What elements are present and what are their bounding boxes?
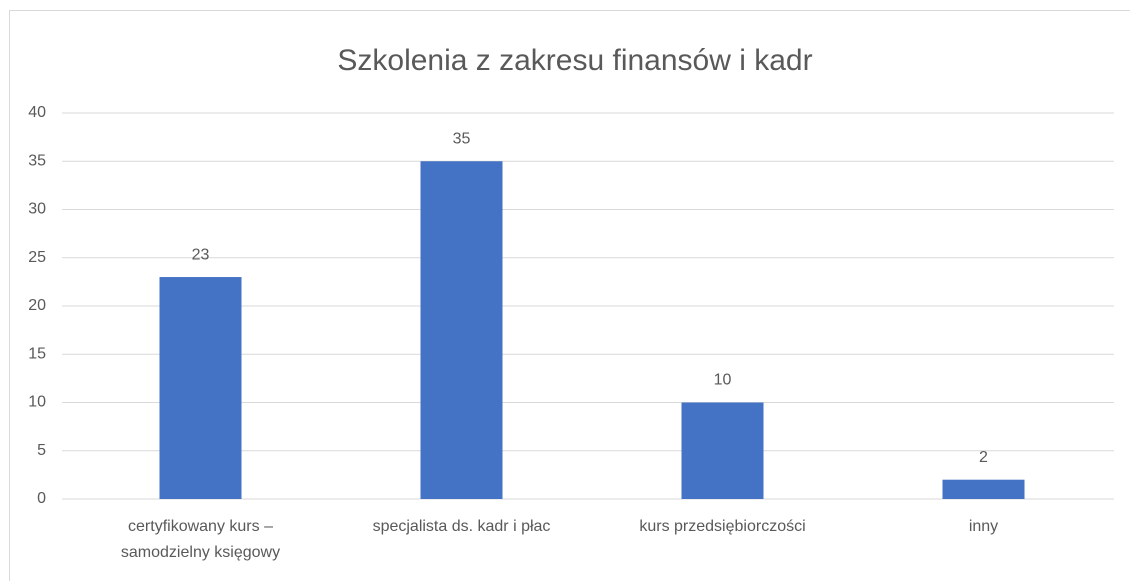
x-tick-label: kurs przedsiębiorczości	[639, 518, 806, 535]
y-tick-label: 10	[28, 394, 46, 411]
y-tick-label: 35	[28, 152, 46, 169]
y-tick-label: 25	[28, 249, 46, 266]
x-tick-label: inny	[968, 518, 999, 535]
x-tick-label: specjalista ds. kadr i płac	[372, 518, 551, 535]
data-label: 10	[714, 372, 732, 389]
chart-title: Szkolenia z zakresu finansów i kadr	[337, 44, 812, 77]
data-label: 23	[192, 246, 210, 263]
x-tick-label: certyfikowany kurs – samodzielny księgow…	[120, 518, 281, 561]
y-tick-label: 0	[37, 490, 46, 507]
data-label: 35	[453, 130, 471, 147]
bar	[681, 402, 764, 499]
bar	[942, 479, 1025, 499]
y-tick-label: 30	[28, 201, 46, 218]
data-label: 2	[979, 449, 988, 466]
y-tick-label: 40	[28, 104, 46, 121]
bar	[420, 161, 503, 499]
y-tick-label: 5	[37, 442, 46, 459]
y-tick-label: 15	[28, 345, 46, 362]
chart-border	[9, 10, 1130, 581]
bar	[159, 277, 242, 499]
y-tick-label: 20	[28, 297, 46, 314]
